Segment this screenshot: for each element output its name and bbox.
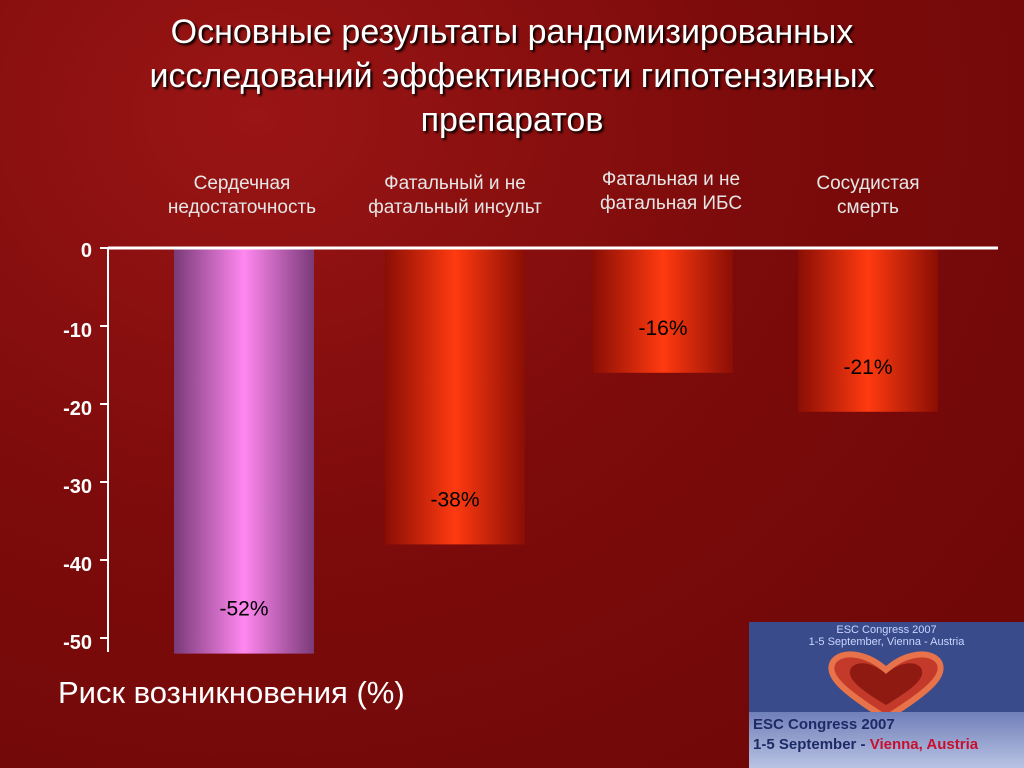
badge-date: 1-5 September - Vienna, Austria [753, 736, 978, 753]
y-tick-label: -20 [63, 398, 92, 420]
category-label-line: фатальный инсульт [368, 197, 542, 218]
bars-layer [174, 248, 938, 654]
data-label-4: -21% [843, 356, 892, 379]
badge-city: Vienna, Austria [869, 736, 979, 753]
badge-header: ESC Congress 2007 1-5 September, Vienna … [749, 624, 1024, 648]
bar-1 [174, 248, 314, 654]
y-tick-label: -50 [63, 632, 92, 654]
labels-layer: -52% -38% -16% -21% [219, 317, 892, 621]
badge-footer-band [749, 712, 1024, 768]
category-label-line: Сердечная [193, 173, 291, 194]
data-label-2: -38% [430, 488, 479, 511]
category-label-vascular-death: Сосудистая смерть [768, 172, 968, 220]
y-axis-title: Риск возникновения (%) [58, 675, 405, 710]
badge-header-line: ESC Congress 2007 [836, 624, 937, 636]
category-label-line: Фатальная и не [601, 169, 741, 190]
category-label-heart-failure: Сердечная недостаточность [142, 172, 342, 220]
data-label-1: -52% [219, 598, 268, 621]
category-label-line: Фатальный и не [384, 173, 526, 194]
title-line-3: препаратов [420, 101, 604, 139]
category-label-line: Сосудистая [816, 173, 920, 194]
category-label-stroke: Фатальный и не фатальный инсульт [355, 172, 555, 220]
category-label-line: фатальная ИБС [599, 193, 743, 214]
y-tick-label: -30 [63, 476, 92, 498]
y-tick-label: -40 [63, 554, 92, 576]
bar-3 [593, 248, 733, 373]
bar-4 [798, 248, 938, 412]
esc-congress-badge: ESC Congress 2007 1-5 September, Vienna … [749, 622, 1024, 768]
axis-layer: 0 -10 -20 -30 -40 -50 [63, 240, 998, 654]
badge-title: ESC Congress 2007 [753, 716, 895, 733]
title-line-2: исследований эффективности гипотензивных [149, 57, 875, 95]
category-label-line: смерть [837, 197, 899, 218]
badge-header-line: 1-5 September, Vienna - Austria [808, 636, 965, 648]
heart-logo-icon [828, 651, 944, 720]
data-label-3: -16% [638, 317, 687, 340]
y-tick-label: -10 [63, 320, 92, 342]
category-label-line: недостаточность [167, 197, 317, 218]
bar-2 [385, 248, 525, 545]
y-tick-label: 0 [81, 240, 92, 262]
badge-date-text: 1-5 September - [753, 736, 870, 753]
slide-title: Основные результаты рандомизированных ис… [40, 10, 984, 142]
category-label-ihd: Фатальная и не фатальная ИБС [571, 168, 771, 216]
title-line-1: Основные результаты рандомизированных [170, 13, 854, 51]
